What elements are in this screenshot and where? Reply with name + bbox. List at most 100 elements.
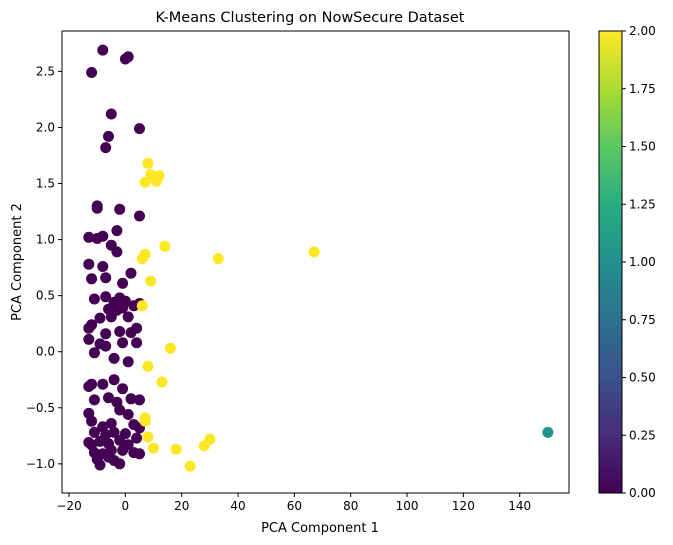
data-point-cluster-0	[94, 459, 106, 471]
data-point-cluster-2	[308, 246, 320, 258]
x-tick-label: 100	[396, 499, 419, 513]
data-points	[83, 44, 554, 472]
data-point-cluster-0	[134, 123, 145, 135]
data-point-cluster-0	[86, 67, 98, 78]
data-point-cluster-0	[100, 291, 112, 303]
data-point-cluster-2	[212, 253, 224, 265]
data-point-cluster-0	[114, 434, 126, 446]
data-point-cluster-0	[97, 230, 109, 242]
data-point-cluster-0	[86, 273, 98, 285]
data-point-cluster-0	[100, 142, 112, 154]
data-point-cluster-0	[86, 319, 98, 331]
data-point-cluster-0	[83, 258, 95, 270]
data-point-cluster-0	[117, 383, 129, 395]
x-tick-label: 20	[174, 499, 189, 513]
data-point-cluster-0	[103, 130, 114, 142]
data-point-cluster-0	[88, 426, 100, 438]
data-point-cluster-0	[94, 312, 106, 324]
data-point-cluster-0	[100, 328, 112, 340]
data-point-cluster-2	[148, 442, 159, 454]
data-point-cluster-0	[122, 409, 134, 420]
x-tick-label: 80	[343, 499, 358, 513]
data-point-cluster-2	[170, 443, 182, 455]
chart-title: K-Means Clustering on NowSecure Dataset	[156, 10, 465, 26]
data-point-cluster-0	[131, 337, 143, 349]
data-point-cluster-2	[145, 275, 157, 287]
colorbar-tick-label: 1.50	[629, 140, 656, 154]
data-point-cluster-0	[97, 261, 109, 272]
y-tick-label: 2.5	[36, 64, 55, 78]
data-point-cluster-0	[117, 337, 129, 349]
x-tick-label: 0	[122, 499, 130, 513]
data-point-cluster-0	[105, 418, 117, 429]
data-point-cluster-0	[108, 426, 120, 438]
data-point-cluster-0	[131, 322, 143, 334]
colorbar-tick-label: 0.50	[629, 371, 656, 385]
data-point-cluster-0	[105, 108, 117, 120]
data-point-cluster-2	[150, 175, 162, 187]
y-tick-label: −0.5	[26, 401, 55, 415]
data-point-cluster-0	[100, 272, 112, 284]
data-point-cluster-0	[131, 432, 143, 444]
data-point-cluster-0	[117, 277, 129, 289]
y-tick-label: −1.0	[26, 457, 55, 471]
colorbar-tick-label: 0.25	[629, 428, 656, 442]
data-point-cluster-2	[156, 376, 168, 388]
x-tick-label: −20	[56, 499, 81, 513]
data-point-cluster-0	[117, 302, 129, 314]
y-axis-label: PCA Component 2	[10, 203, 25, 321]
colorbar-tick-label: 0.00	[629, 486, 656, 500]
colorbar-axis: 0.00 0.25 0.50 0.75 1.00 1.25 1.50 1.75 2.00	[622, 24, 656, 500]
data-point-cluster-1	[542, 426, 554, 438]
data-point-cluster-0	[114, 203, 126, 215]
data-point-cluster-0	[125, 393, 137, 405]
data-point-cluster-0	[97, 378, 109, 390]
y-tick-label: 2.0	[36, 120, 55, 134]
data-point-cluster-0	[114, 458, 126, 470]
data-point-cluster-0	[97, 44, 109, 56]
data-point-cluster-0	[108, 374, 120, 386]
colorbar-tick-label: 2.00	[629, 24, 656, 38]
data-point-cluster-0	[125, 267, 137, 279]
data-point-cluster-2	[142, 360, 154, 372]
data-point-cluster-0	[103, 392, 114, 404]
x-tick-label: 140	[508, 499, 531, 513]
data-point-cluster-0	[134, 394, 145, 406]
data-point-cluster-0	[88, 347, 100, 359]
data-point-cluster-0	[86, 415, 98, 427]
colorbar-tick-label: 1.25	[629, 197, 656, 211]
data-point-cluster-0	[83, 333, 95, 345]
data-point-cluster-0	[94, 435, 106, 447]
data-point-cluster-0	[83, 231, 95, 243]
data-point-cluster-2	[136, 300, 148, 312]
colorbar	[598, 30, 623, 494]
y-tick-label: 1.5	[36, 177, 55, 191]
data-point-cluster-2	[136, 253, 148, 265]
colorbar-tick-label: 0.75	[629, 313, 656, 327]
data-point-cluster-0	[114, 404, 126, 416]
data-point-cluster-0	[91, 202, 103, 214]
data-point-cluster-2	[159, 240, 171, 252]
data-point-cluster-2	[164, 342, 176, 354]
y-tick-label: 1.0	[36, 233, 55, 247]
data-point-cluster-2	[198, 440, 210, 452]
data-point-cluster-0	[88, 394, 100, 406]
data-point-cluster-0	[134, 448, 145, 460]
x-tick-label: 40	[230, 499, 245, 513]
data-point-cluster-0	[117, 444, 129, 456]
data-point-cluster-2	[142, 431, 154, 443]
data-point-cluster-2	[139, 176, 151, 188]
data-point-cluster-0	[114, 326, 126, 337]
y-tick-label: 0.0	[36, 345, 55, 359]
data-point-cluster-0	[111, 225, 123, 237]
x-axis: −20 0 20 40 60 80 100 120 140	[56, 493, 531, 513]
y-axis: −1.0 −0.5 0.0 0.5 1.0 1.5 2.0 2.5	[26, 64, 62, 471]
data-point-cluster-0	[122, 356, 134, 368]
data-point-cluster-0	[88, 293, 100, 305]
data-point-cluster-0	[100, 340, 112, 352]
x-tick-label: 60	[287, 499, 302, 513]
y-tick-label: 0.5	[36, 289, 55, 303]
data-point-cluster-0	[122, 51, 134, 63]
plot-frame	[61, 30, 570, 494]
data-point-cluster-2	[139, 415, 151, 427]
